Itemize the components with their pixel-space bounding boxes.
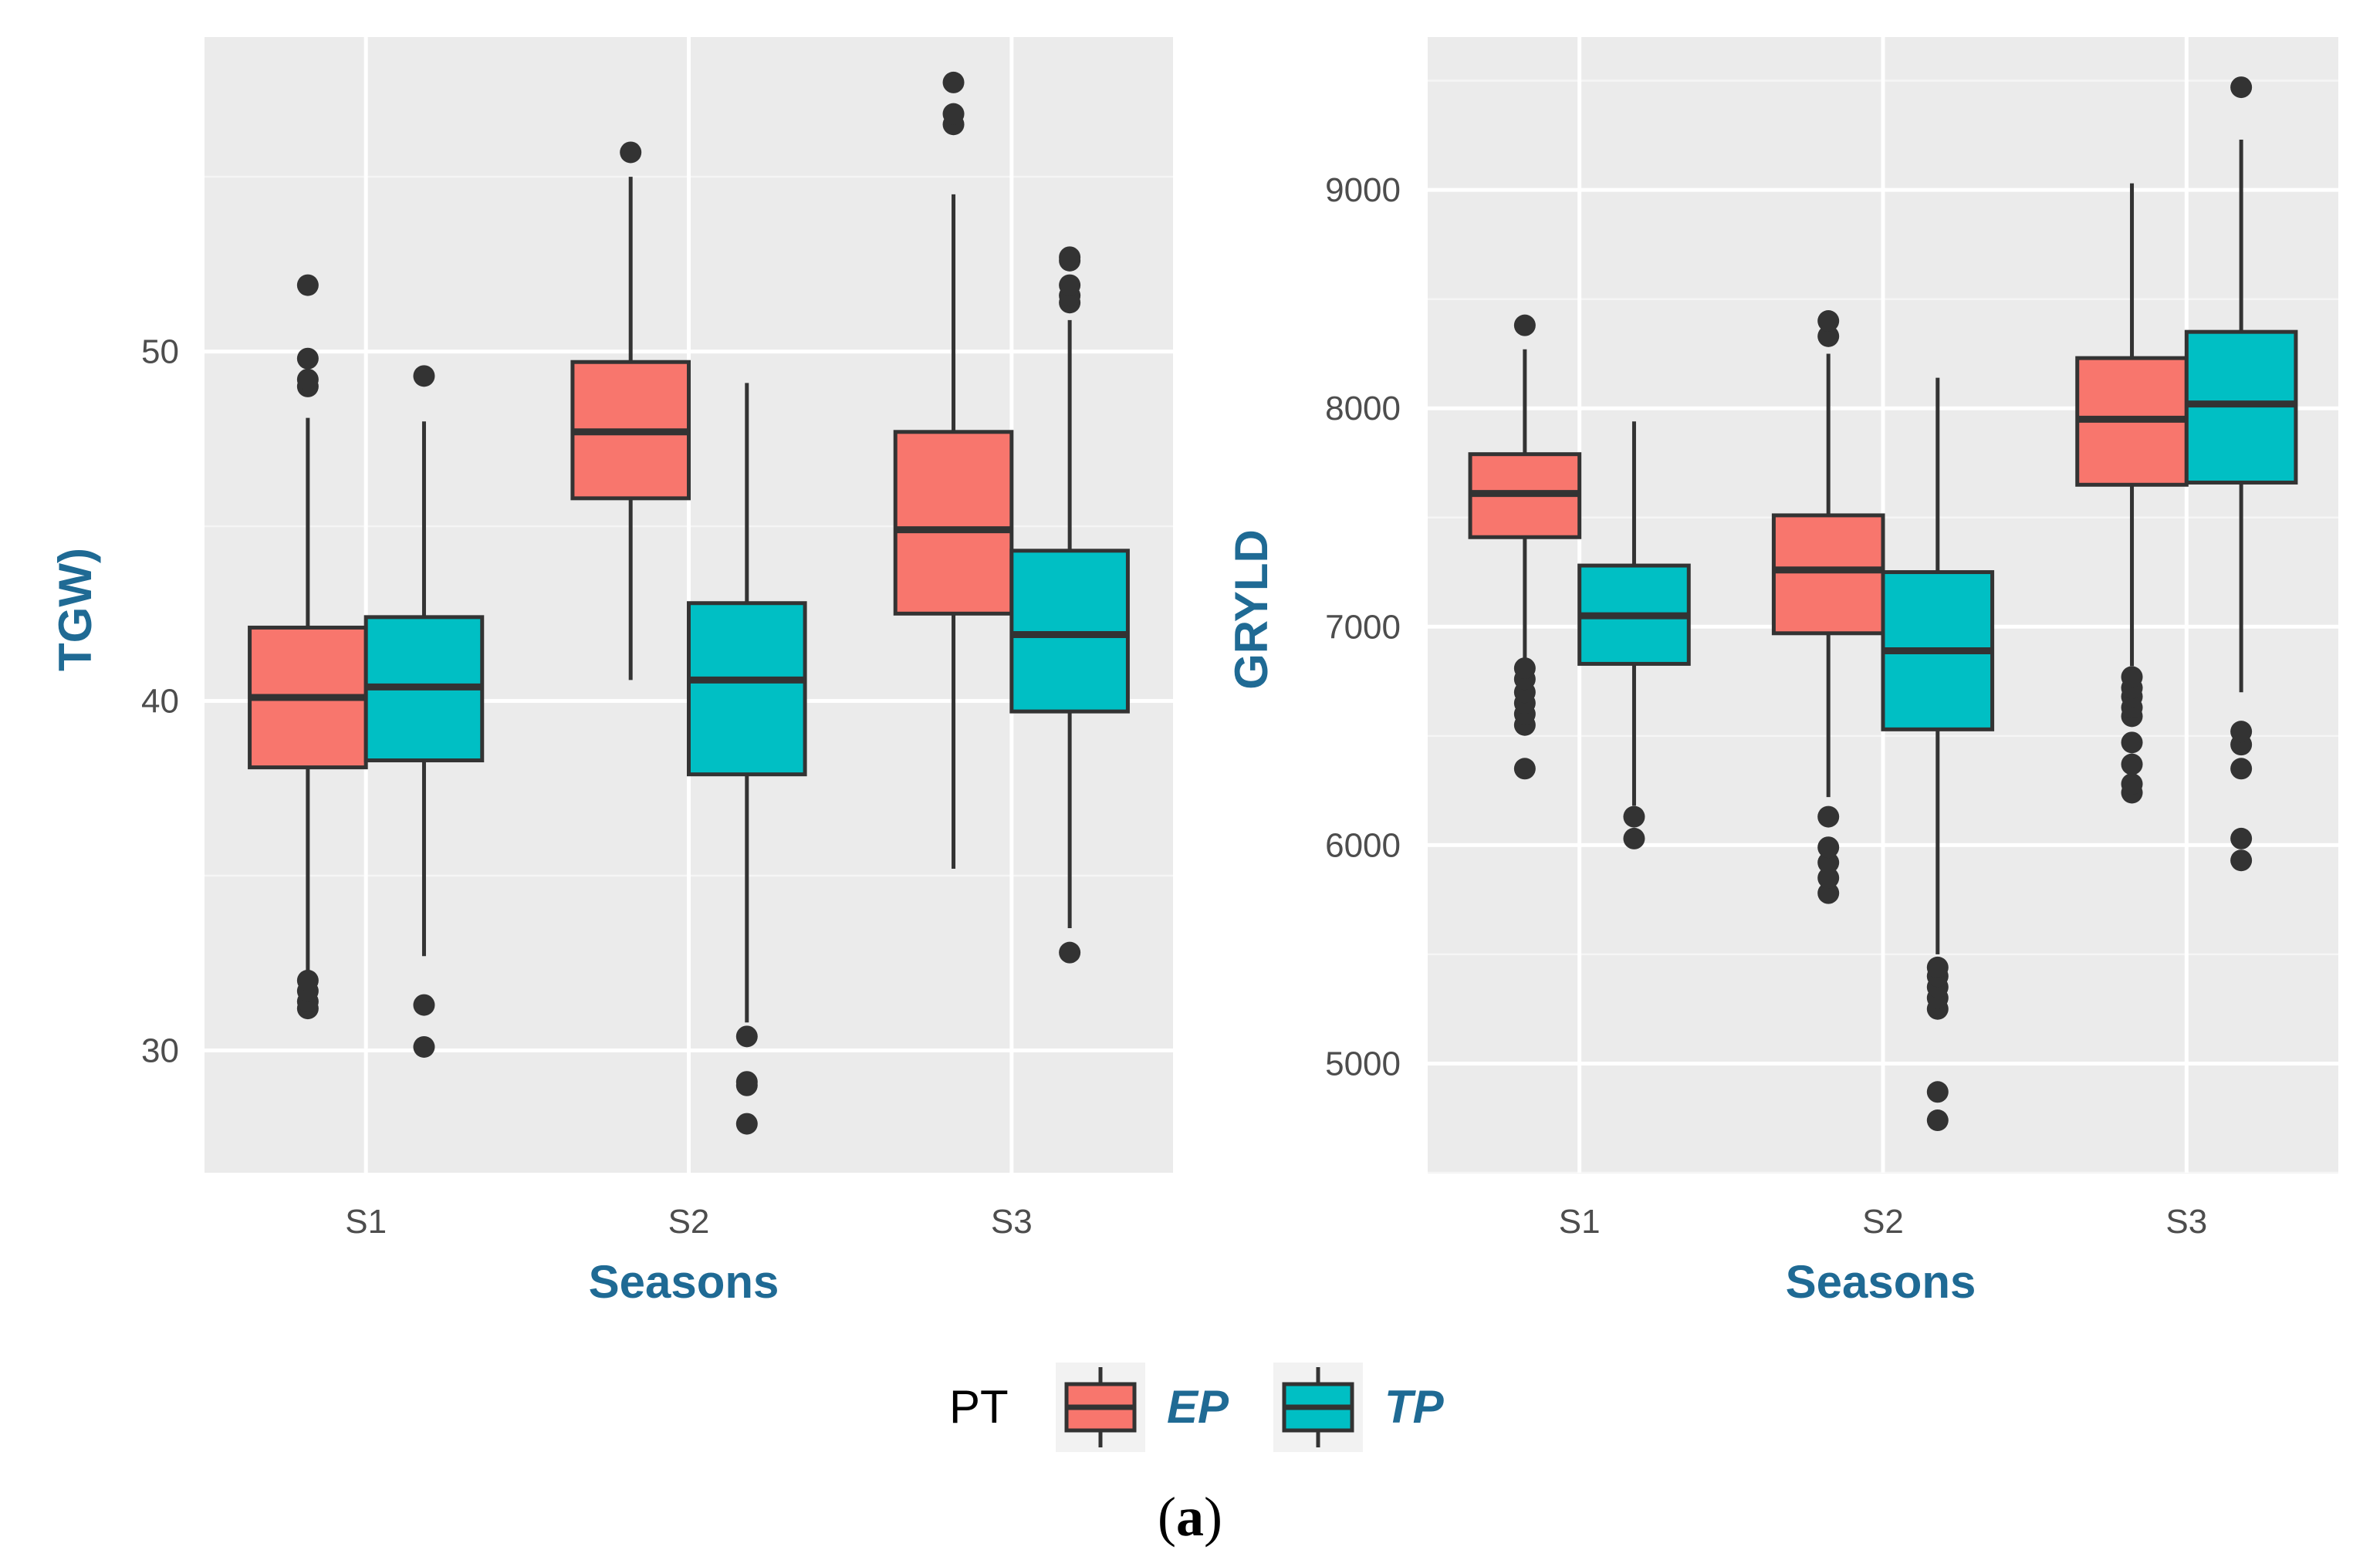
outlier-point (1059, 274, 1081, 296)
figure-caption: (a) (1158, 1486, 1222, 1548)
outlier-point (2121, 731, 2143, 754)
outlier-point (620, 141, 642, 164)
outlier-point (2230, 827, 2253, 849)
outlier-point (1817, 805, 1840, 828)
outlier-point (1817, 310, 1840, 332)
tgw-x-tick-label-s3: S3 (991, 1203, 1033, 1241)
outlier-point (413, 994, 435, 1016)
tgw-x-tick-labels: S1 S2 S3 (345, 1203, 1032, 1241)
gryld-x-tick-label-s3: S3 (2165, 1203, 2207, 1241)
outlier-point (2121, 666, 2143, 688)
tgw-boxes (248, 71, 1130, 1135)
gryld-boxes (1468, 76, 2298, 1132)
legend: PT EP TP (949, 1363, 1445, 1452)
outlier-point (1623, 805, 1645, 828)
tgw-x-tick-label-s2: S2 (668, 1203, 710, 1241)
tgw-box-tp-s2 (687, 383, 807, 1135)
outlier-point (1817, 325, 1840, 347)
outlier-point (942, 103, 965, 125)
outlier-point (1513, 314, 1536, 336)
gryld-y-tick-labels: 5000 6000 7000 8000 9000 (1325, 171, 1401, 1082)
gryld-boxplot-panel: 5000 6000 7000 8000 9000 S1 S2 S3 Seasons GRYL… (1225, 37, 2338, 1308)
gryld-y-tick-label: 8000 (1325, 390, 1401, 427)
outlier-point (1059, 941, 1081, 964)
tgw-x-tick-label-s1: S1 (345, 1203, 387, 1241)
legend-title: PT (949, 1381, 1009, 1433)
tgw-box-ep-s3 (893, 71, 1014, 869)
outlier-point (2230, 76, 2253, 99)
gryld-box-ep-s1 (1468, 314, 1582, 780)
tgw-x-axis-title: Seasons (589, 1256, 779, 1308)
gryld-y-axis-title: GRYLD (1225, 529, 1277, 690)
outlier-point (1817, 852, 1840, 874)
outlier-point (1817, 836, 1840, 859)
caption-open-paren: ( (1158, 1486, 1176, 1548)
gryld-y-tick-label: 5000 (1325, 1045, 1401, 1082)
gryld-y-tick-label: 9000 (1325, 171, 1401, 209)
legend-label-tp: TP (1384, 1381, 1445, 1433)
box-iqr (893, 430, 1014, 616)
box-iqr (1771, 513, 1885, 636)
caption-close-paren: ) (1204, 1486, 1222, 1548)
outlier-point (1623, 827, 1645, 849)
outlier-point (296, 347, 319, 370)
box-iqr (1009, 549, 1130, 714)
outlier-point (2230, 849, 2253, 872)
outlier-point (2230, 721, 2253, 743)
outlier-point (735, 1113, 758, 1135)
outlier-point (1926, 956, 1949, 978)
outlier-point (1817, 882, 1840, 904)
caption-label: a (1176, 1486, 1204, 1548)
gryld-x-tick-label-s2: S2 (1862, 1203, 1904, 1241)
gryld-y-tick-label: 7000 (1325, 608, 1401, 646)
tgw-gridlines (205, 37, 1173, 1173)
outlier-point (1926, 1081, 1949, 1103)
outlier-point (1817, 866, 1840, 889)
outlier-point (413, 365, 435, 387)
outlier-point (2121, 753, 2143, 775)
gryld-box-tp-s3 (2184, 76, 2298, 872)
outlier-point (2121, 773, 2143, 795)
tgw-boxplot-panel: 30 40 50 S1 S2 S3 Seasons TGW) (49, 37, 1173, 1308)
legend-label-ep: EP (1167, 1381, 1229, 1433)
gryld-x-axis-title: Seasons (1786, 1256, 1976, 1308)
outlier-point (2230, 758, 2253, 780)
outlier-point (1926, 1109, 1949, 1132)
tgw-y-tick-label: 50 (141, 333, 179, 371)
legend-key-ep (1056, 1363, 1145, 1452)
gryld-x-tick-label-s1: S1 (1559, 1203, 1601, 1241)
tgw-box-tp-s1 (363, 365, 485, 1058)
gryld-box-ep-s3 (2075, 183, 2189, 804)
gryld-x-tick-labels: S1 S2 S3 (1559, 1203, 2207, 1241)
tgw-box-ep-s2 (570, 141, 691, 680)
legend-key-tp (1273, 1363, 1363, 1452)
outlier-point (296, 274, 319, 296)
tgw-y-tick-label: 40 (141, 683, 179, 721)
outlier-point (735, 1071, 758, 1093)
tgw-y-axis-title: TGW) (49, 548, 101, 671)
tgw-box-tp-s3 (1009, 246, 1130, 964)
gryld-y-tick-label: 6000 (1325, 826, 1401, 864)
outlier-point (296, 368, 319, 390)
gryld-box-tp-s2 (1881, 377, 1995, 1132)
tgw-y-tick-label: 30 (141, 1032, 179, 1069)
box-iqr (687, 601, 807, 777)
outlier-point (942, 71, 965, 93)
outlier-point (1059, 246, 1081, 268)
outlier-point (735, 1025, 758, 1048)
gryld-box-tp-s1 (1577, 421, 1691, 849)
tgw-y-tick-labels: 30 40 50 (141, 333, 179, 1070)
outlier-point (413, 1035, 435, 1058)
outlier-point (1513, 657, 1536, 680)
outlier-point (1513, 758, 1536, 780)
outlier-point (296, 969, 319, 991)
